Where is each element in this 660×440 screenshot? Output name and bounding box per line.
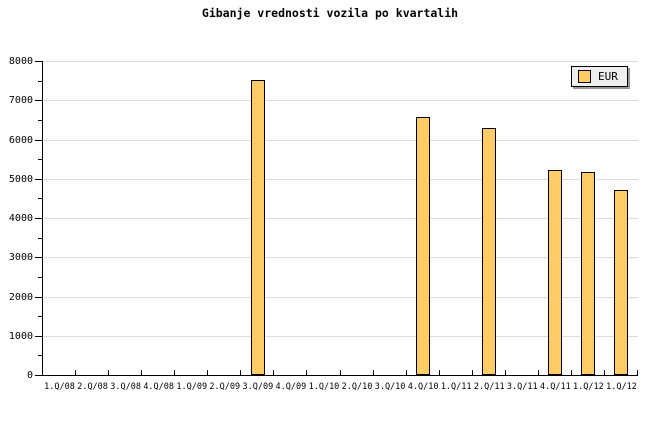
x-tick	[273, 370, 274, 375]
x-axis-label: 2.Q/08	[77, 382, 108, 392]
x-axis-label: 1.Q/09	[176, 382, 208, 392]
bar	[548, 170, 562, 375]
y-axis-label: 5000	[8, 174, 33, 185]
legend-color-swatch	[578, 70, 591, 83]
y-axis-label: 0	[26, 370, 33, 381]
x-tick	[207, 370, 208, 375]
y-major-tick	[35, 179, 42, 180]
bar	[251, 80, 265, 375]
x-axis-label: 2.Q/10	[341, 382, 373, 392]
y-minor-tick	[38, 316, 42, 317]
y-major-tick	[35, 140, 42, 141]
x-tick	[637, 370, 638, 375]
x-tick	[306, 370, 307, 375]
y-major-tick	[35, 218, 42, 219]
x-tick	[240, 370, 241, 375]
y-minor-tick	[38, 81, 42, 82]
x-tick	[406, 370, 407, 375]
y-minor-tick	[38, 159, 42, 160]
x-tick	[174, 370, 175, 375]
x-tick	[439, 370, 440, 375]
y-minor-tick	[38, 277, 42, 278]
x-axis-label: 3.Q/08	[110, 382, 141, 392]
gridline	[43, 100, 638, 101]
y-minor-tick	[38, 355, 42, 356]
x-tick	[571, 370, 572, 375]
legend: EUR	[571, 66, 628, 87]
y-major-tick	[35, 100, 42, 101]
y-major-tick	[35, 297, 42, 298]
gridline	[43, 179, 638, 180]
y-axis-label: 6000	[8, 135, 33, 146]
x-axis-label: 4.Q/11	[539, 382, 571, 392]
x-axis-label: 1.Q/12	[606, 382, 637, 392]
y-major-tick	[35, 336, 42, 337]
bar	[482, 128, 496, 375]
x-axis-label: 3.Q/09	[242, 382, 274, 392]
y-axis-label: 3000	[8, 252, 33, 263]
bar	[614, 190, 628, 375]
x-tick	[108, 370, 109, 375]
gridline	[43, 257, 638, 258]
gridline	[43, 140, 638, 141]
chart-title: Gibanje vrednosti vozila po kvartalih	[201, 6, 459, 20]
x-axis-label: 1.Q/10	[308, 382, 340, 392]
x-axis-label: 3.Q/11	[506, 382, 538, 392]
x-axis-label: 2.Q/11	[473, 382, 505, 392]
y-minor-tick	[38, 238, 42, 239]
y-minor-tick	[38, 120, 42, 121]
x-axis-label: 1.Q/08	[44, 382, 75, 392]
y-major-tick	[35, 61, 42, 62]
y-minor-tick	[38, 198, 42, 199]
y-major-tick	[35, 257, 42, 258]
y-axis-label: 1000	[8, 331, 33, 342]
y-major-tick	[35, 375, 42, 376]
x-axis-label: 1.Q/12	[573, 382, 604, 392]
y-axis-label: 8000	[8, 56, 33, 67]
x-axis-label: 3.Q/10	[374, 382, 406, 392]
y-axis-label: 2000	[8, 292, 33, 303]
x-tick	[505, 370, 506, 375]
x-tick	[75, 370, 76, 375]
x-axis-line	[42, 375, 638, 376]
bar	[581, 172, 595, 375]
y-axis-label: 4000	[8, 213, 33, 224]
gridline	[43, 297, 638, 298]
x-axis-label: 4.Q/10	[407, 382, 439, 392]
gridline	[43, 218, 638, 219]
x-tick	[141, 370, 142, 375]
x-tick	[538, 370, 539, 375]
y-axis-line	[42, 61, 43, 376]
x-tick	[373, 370, 374, 375]
x-axis-label: 4.Q/09	[275, 382, 307, 392]
x-axis-label: 2.Q/09	[209, 382, 241, 392]
y-axis-label: 7000	[8, 95, 33, 106]
legend-label: EUR	[598, 70, 618, 83]
gridline	[43, 336, 638, 337]
x-axis-label: 1.Q/11	[440, 382, 472, 392]
gridline	[43, 61, 638, 62]
x-tick	[340, 370, 341, 375]
x-tick	[604, 370, 605, 375]
bar	[416, 117, 430, 375]
x-tick	[472, 370, 473, 375]
x-axis-label: 4.Q/08	[143, 382, 175, 392]
